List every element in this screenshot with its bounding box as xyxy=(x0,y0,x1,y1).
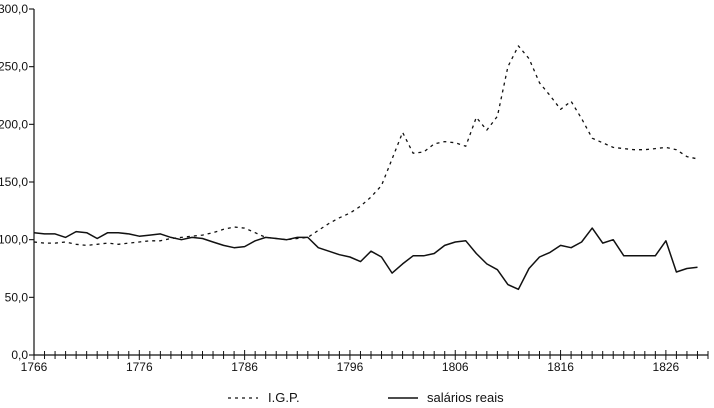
series-line-igp xyxy=(33,45,698,247)
x-axis: 1766 1776 1786 1796 1806 1816 1826 xyxy=(21,350,709,374)
y-tick-label: 150,0 xyxy=(0,175,28,189)
x-tick-label: 1776 xyxy=(126,360,153,374)
legend-label-igp: I.G.P. xyxy=(268,390,300,405)
legend: I.G.P. salários reais xyxy=(228,390,504,405)
y-axis: 0,0 50,0 100,0 150,0 200,0 250,0 300,0 xyxy=(0,2,35,362)
y-tick-label: 50,0 xyxy=(5,290,29,304)
x-tick-label: 1816 xyxy=(547,360,574,374)
series-lines xyxy=(33,45,698,291)
x-tick-label: 1766 xyxy=(21,360,48,374)
legend-label-salarios-reais: salários reais xyxy=(427,390,504,405)
y-tick-label: 250,0 xyxy=(0,60,28,74)
series-line-salarios-reais xyxy=(33,227,698,291)
x-tick-label: 1786 xyxy=(231,360,258,374)
y-tick-label: 300,0 xyxy=(0,2,28,16)
x-tick-label: 1826 xyxy=(653,360,680,374)
y-tick-label: 100,0 xyxy=(0,233,28,247)
x-tick-label: 1806 xyxy=(442,360,469,374)
x-tick-label: 1796 xyxy=(337,360,364,374)
y-tick-label: 0,0 xyxy=(11,348,28,362)
y-tick-label: 200,0 xyxy=(0,117,28,131)
